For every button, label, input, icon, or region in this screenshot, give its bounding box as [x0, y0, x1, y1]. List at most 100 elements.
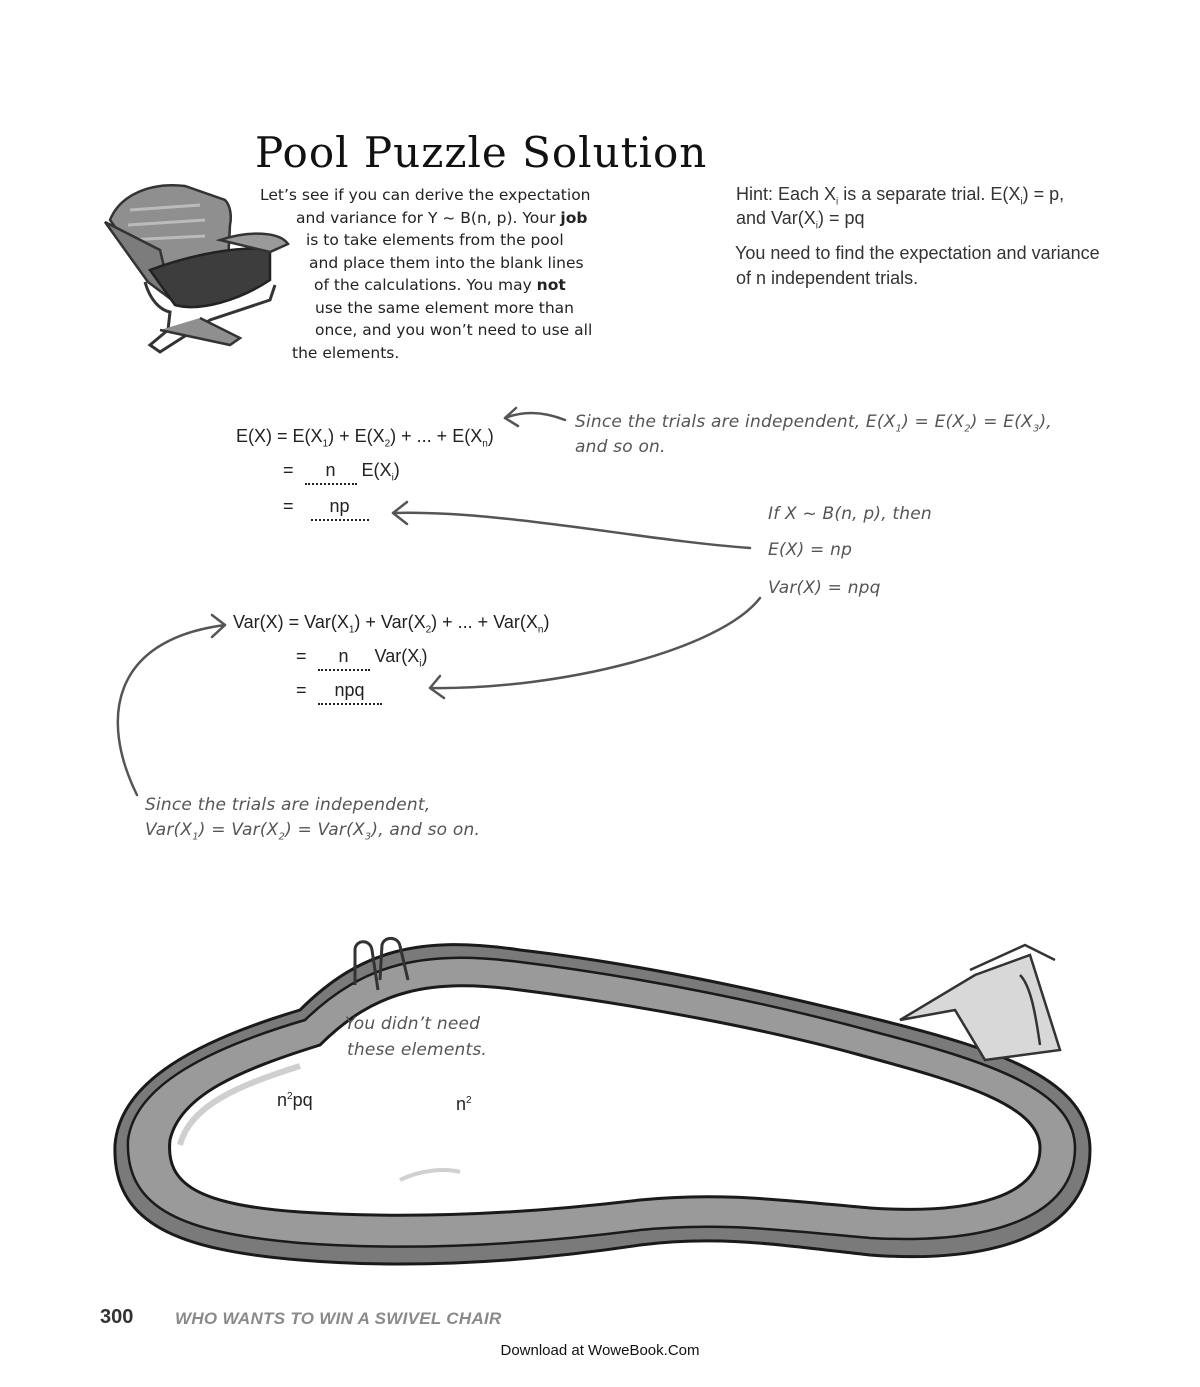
arrow-binomial-var	[428, 596, 762, 690]
intro-bold-not: not	[536, 276, 566, 294]
page-title: Pool Puzzle Solution	[255, 128, 708, 177]
exp-l1-s2: 2	[384, 438, 391, 450]
intro-line-1: Let’s see if you can derive the expectat…	[260, 186, 591, 204]
exp-blank-2[interactable]: np	[310, 496, 369, 521]
var-l1-a: Var(X) = Var(X	[233, 612, 349, 632]
pool-el-1-base: n	[277, 1090, 288, 1110]
var-line-3: = npq	[296, 680, 382, 705]
intro-line-3: is to take elements from the pool	[306, 231, 564, 249]
note-binomial-2: E(X) = np	[768, 540, 853, 560]
page-number: 300	[100, 1306, 134, 1328]
hint-text-d: and Var(X	[736, 208, 816, 228]
note-var-d: ), and so on.	[371, 820, 481, 840]
note-var-c: ) = Var(X	[285, 820, 365, 840]
var-line-1: Var(X) = Var(X1) + Var(X2) + ... + Var(X…	[233, 612, 549, 636]
arrow-group	[116, 406, 762, 1092]
intro-line-5-text: of the calculations. You may	[314, 276, 537, 294]
hint-text-c: ) = p,	[1022, 184, 1065, 204]
pool-note-2: these elements.	[347, 1040, 487, 1060]
hint-line-3: You need to find the expectation and var…	[735, 243, 1100, 263]
hint-sub-a: i	[836, 196, 839, 208]
chapter-title: WHO WANTS TO WIN A SWIVEL CHAIR	[175, 1309, 502, 1328]
pool-note-1: You didn’t need	[345, 1014, 481, 1034]
note-exp-independent-2: and so on.	[575, 437, 666, 457]
exp-l1-s3: n	[482, 438, 488, 450]
note-var-b: ) = Var(X	[198, 820, 279, 840]
hint-line-2: and Var(Xi) = pq	[736, 208, 864, 232]
var-l1-c: ) + ... + Var(X	[431, 612, 538, 632]
hint-sub-b: i	[1020, 196, 1023, 208]
pool-el-2-sup: 2	[466, 1095, 472, 1106]
note-exp-d: ),	[1039, 412, 1052, 432]
var-l1-s1: 1	[348, 624, 355, 636]
exp-l2-eq: =	[283, 460, 294, 480]
pool-el-1-rest: pq	[292, 1090, 313, 1110]
note-exp-s2: 2	[964, 423, 971, 435]
pool-illustration	[113, 936, 1092, 1266]
intro-line-4: and place them into the blank lines	[309, 253, 584, 272]
note-exp-c: ) = E(X	[970, 412, 1033, 432]
var-l1-d: )	[543, 612, 550, 632]
var-l2-term: Var(X	[374, 646, 420, 666]
exp-line-1: E(X) = E(X1) + E(X2) + ... + E(Xn)	[236, 426, 494, 450]
note-exp-s1: 1	[895, 423, 903, 435]
exp-l1-b: ) + E(X	[328, 426, 385, 446]
var-l2-sub: i	[419, 658, 422, 670]
note-binomial-1: If X ~ B(n, p), then	[768, 504, 932, 524]
note-exp-independent-1: Since the trials are independent, E(X1) …	[575, 412, 1052, 434]
pool-el-2-base: n	[456, 1094, 467, 1114]
hint-line-4: of n independent trials.	[736, 268, 919, 288]
var-line-2: = n Var(Xi)	[296, 646, 427, 671]
arrow-binomial-exp	[391, 511, 752, 550]
var-blank-1[interactable]: n	[317, 646, 370, 671]
note-exp-b: ) = E(X	[902, 412, 965, 432]
note-var-independent-2: Var(X1) = Var(X2) = Var(X3), and so on.	[145, 820, 480, 842]
exp-l3-eq: =	[283, 496, 294, 516]
exp-l1-d: )	[487, 426, 494, 446]
exp-line-3: = np	[283, 496, 369, 521]
intro-bold-job: job	[560, 208, 588, 227]
exp-l1-c: ) + ... + E(X	[390, 426, 483, 446]
var-l2-eq: =	[296, 646, 307, 666]
var-l1-s2: 2	[425, 624, 432, 636]
exp-l2-sub: i	[391, 472, 394, 484]
var-l2-end: )	[421, 646, 428, 666]
exp-l2-end: )	[393, 460, 400, 480]
exp-blank-1[interactable]: n	[304, 460, 357, 485]
download-credit: Download at WoweBook.Com	[500, 1342, 700, 1359]
intro-paragraph: Let’s see if you can derive the expectat…	[240, 184, 640, 364]
intro-line-7: once, and you won’t need to use all	[315, 321, 593, 339]
intro-line-8: the elements.	[292, 343, 400, 362]
hint-text-a: Hint: Each X	[736, 184, 837, 204]
note-var-a: Var(X	[145, 820, 193, 840]
pool-element-n2[interactable]: n2	[456, 1094, 472, 1115]
hint-text-e: ) = pq	[817, 208, 865, 228]
chair-icon	[103, 184, 290, 354]
arrow-var-independent	[116, 623, 227, 797]
hint-text-b: is a separate trial. E(X	[838, 184, 1021, 204]
note-var-s2: 2	[278, 831, 286, 843]
var-l1-b: ) + Var(X	[354, 612, 426, 632]
intro-line-6: use the same element more than	[315, 298, 575, 317]
hint-line-1: Hint: Each Xi is a separate trial. E(Xi)…	[736, 184, 1064, 208]
exp-line-2: = n E(Xi)	[283, 460, 400, 485]
note-var-independent-1: Since the trials are independent,	[145, 795, 431, 815]
intro-line-2: and variance for Y ~ B(n, p). Your job	[296, 207, 640, 230]
intro-line-5: of the calculations. You may not	[314, 274, 640, 297]
hint-sub-c: i	[815, 220, 818, 232]
var-l3-eq: =	[296, 680, 307, 700]
var-blank-2[interactable]: npq	[317, 680, 382, 705]
note-exp-a: Since the trials are independent, E(X	[575, 412, 896, 432]
exp-l1-a: E(X) = E(X	[236, 426, 323, 446]
note-var-s1: 1	[192, 831, 199, 843]
intro-line-2-text: and variance for Y ~ B(n, p). Your	[296, 208, 561, 227]
note-exp-s3: 3	[1032, 423, 1040, 435]
exp-l2-term: E(X	[361, 460, 392, 480]
var-l1-s3: n	[537, 624, 544, 636]
note-binomial-3: Var(X) = npq	[768, 578, 881, 598]
pool-element-n2pq[interactable]: n2pq	[277, 1090, 313, 1111]
note-var-s3: 3	[364, 831, 372, 843]
pool-el-1-sup: 2	[287, 1091, 293, 1102]
arrow-exp-independent	[503, 411, 567, 422]
